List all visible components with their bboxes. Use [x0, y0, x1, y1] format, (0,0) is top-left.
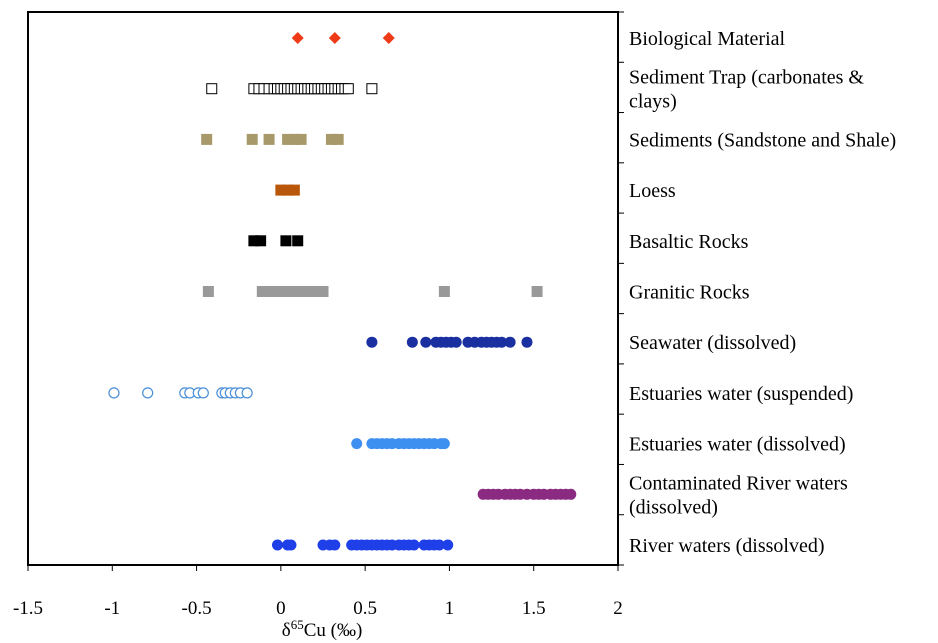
data-point	[271, 286, 283, 297]
x-tick-label: 0.5	[353, 598, 377, 619]
x-tick-label: -1.5	[13, 598, 43, 619]
data-point	[342, 83, 354, 95]
category-label: Estuaries water (suspended)	[629, 383, 853, 405]
data-point	[108, 387, 120, 399]
data-point	[305, 286, 317, 297]
data-point	[255, 235, 267, 247]
x-tick-label: 1	[445, 598, 455, 619]
data-point	[265, 286, 277, 297]
x-axis-title-superscript: 65	[291, 617, 304, 632]
category-label: Sediment Trap (carbonates &	[629, 67, 864, 89]
data-point	[295, 133, 307, 145]
data-point	[263, 133, 275, 145]
category-label: clays)	[629, 91, 677, 113]
series-5-markers	[202, 286, 543, 297]
data-point	[298, 286, 310, 297]
data-point	[438, 286, 450, 297]
data-point	[366, 336, 378, 348]
data-point	[285, 539, 297, 551]
data-point	[282, 133, 294, 145]
data-point	[288, 133, 300, 145]
data-point	[408, 539, 420, 551]
data-point	[329, 539, 341, 551]
data-point	[246, 133, 258, 145]
data-point	[531, 286, 543, 297]
data-point	[328, 32, 341, 44]
data-point	[406, 336, 418, 348]
series-10-markers	[271, 539, 454, 551]
data-point	[248, 235, 260, 247]
data-point	[325, 133, 337, 145]
data-point	[420, 336, 432, 348]
data-point	[382, 32, 395, 44]
data-point	[438, 438, 450, 450]
series-2-markers	[201, 133, 344, 145]
data-point	[433, 539, 445, 551]
data-point	[442, 539, 454, 551]
series-8-markers	[351, 438, 450, 450]
series-4-markers	[248, 235, 304, 247]
data-point	[282, 184, 294, 196]
data-point	[280, 235, 292, 247]
data-point	[275, 184, 287, 196]
series-7-markers	[108, 387, 253, 399]
data-markers	[108, 32, 577, 551]
data-point	[292, 235, 304, 247]
series-1-markers	[206, 83, 378, 95]
data-point	[317, 286, 329, 297]
category-axis-ticks	[618, 11, 624, 566]
category-labels: Biological Material Sediment Trap (carbon…	[629, 28, 896, 557]
data-point	[256, 286, 268, 297]
series-3-markers	[275, 184, 300, 196]
x-tick-label: -1	[104, 598, 120, 619]
x-tick-label: 2	[613, 598, 623, 619]
category-label: Granitic Rocks	[629, 282, 750, 304]
data-point	[496, 336, 508, 348]
data-point	[201, 133, 213, 145]
data-point	[351, 438, 363, 450]
category-label: Seawater (dissolved)	[629, 332, 796, 354]
data-point	[332, 133, 344, 145]
data-point	[202, 286, 214, 297]
x-tick-label: 0	[276, 598, 286, 619]
data-point	[206, 83, 218, 95]
data-point	[142, 387, 154, 399]
category-label: Estuaries water (dissolved)	[629, 434, 846, 456]
category-label: River waters (dissolved)	[629, 535, 825, 557]
data-point	[278, 286, 290, 297]
data-point	[271, 539, 283, 551]
data-point	[285, 286, 297, 297]
x-axis-title-rest: Cu (‰)	[304, 620, 363, 641]
data-point	[291, 32, 304, 44]
category-label: Biological Material	[629, 28, 786, 50]
category-label: Contaminated River waters	[629, 472, 848, 494]
category-label: Basaltic Rocks	[629, 231, 749, 253]
category-label: Sediments (Sandstone and Shale)	[629, 129, 896, 151]
category-label: (dissolved)	[629, 496, 718, 518]
x-axis-title: δ65Cu (‰)	[282, 617, 363, 641]
data-point	[197, 387, 209, 399]
data-point	[292, 286, 304, 297]
data-point	[288, 184, 300, 196]
series-9-markers	[477, 488, 577, 500]
x-tick-label: 1.5	[522, 598, 546, 619]
data-point	[504, 336, 516, 348]
category-label: Loess	[629, 180, 676, 202]
x-axis-ticks: -1.5 -1 -0.5 0 0.5 1 1.5 2	[13, 565, 623, 619]
series-0-markers	[291, 32, 395, 44]
data-point	[366, 83, 378, 95]
data-point	[241, 387, 253, 399]
data-point	[521, 336, 533, 348]
series-6-markers	[366, 336, 533, 348]
data-point	[450, 336, 462, 348]
data-point	[565, 488, 577, 500]
x-tick-label: -0.5	[182, 598, 212, 619]
